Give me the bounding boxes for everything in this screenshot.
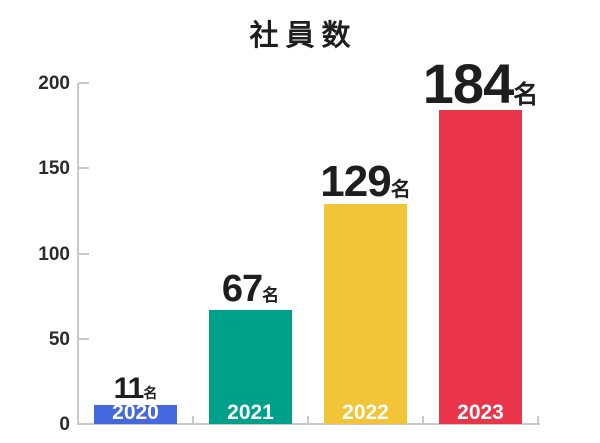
value-number: 11 bbox=[113, 371, 145, 405]
value-label-2021: 67名 bbox=[222, 270, 280, 308]
value-number: 67 bbox=[221, 268, 263, 311]
x-tick-after-2021 bbox=[307, 416, 309, 424]
x-tick-after-2020 bbox=[192, 416, 194, 424]
y-axis-line bbox=[77, 83, 79, 425]
value-unit-suffix: 名 bbox=[513, 80, 539, 109]
value-unit-suffix: 名 bbox=[390, 178, 411, 201]
x-axis-line bbox=[77, 423, 540, 425]
value-unit-suffix: 名 bbox=[262, 286, 280, 306]
y-tick-100 bbox=[79, 252, 89, 255]
category-label-2022: 2022 bbox=[342, 401, 389, 424]
y-tick-200 bbox=[79, 82, 89, 84]
value-number: 129 bbox=[320, 156, 391, 206]
bar-2023 bbox=[439, 110, 522, 424]
y-tick-50 bbox=[79, 337, 89, 340]
y-tick-150 bbox=[79, 167, 89, 170]
bar-2021 bbox=[209, 309, 292, 424]
value-unit-suffix: 名 bbox=[143, 384, 158, 401]
value-number: 184 bbox=[422, 51, 514, 115]
y-tick-label-200: 200 bbox=[38, 73, 70, 94]
y-tick-label-0: 0 bbox=[59, 414, 70, 435]
category-label-2020: 2020 bbox=[112, 401, 159, 424]
chart-title: 社員数 bbox=[249, 20, 358, 52]
y-tick-label-50: 50 bbox=[48, 328, 70, 350]
value-label-2020: 11名 bbox=[114, 373, 158, 403]
x-tick-after-2022 bbox=[422, 416, 424, 424]
category-label-2021: 2021 bbox=[227, 401, 274, 424]
y-tick-0 bbox=[79, 423, 89, 425]
category-label-2023: 2023 bbox=[457, 401, 504, 424]
y-tick-label-100: 100 bbox=[38, 243, 70, 265]
value-label-2023: 184名 bbox=[423, 55, 539, 111]
bar-2022 bbox=[324, 204, 407, 424]
value-label-2022: 129名 bbox=[320, 159, 411, 203]
y-tick-label-150: 150 bbox=[38, 158, 70, 180]
x-tick-after-2023 bbox=[537, 416, 539, 424]
bar-2020 bbox=[94, 405, 177, 424]
